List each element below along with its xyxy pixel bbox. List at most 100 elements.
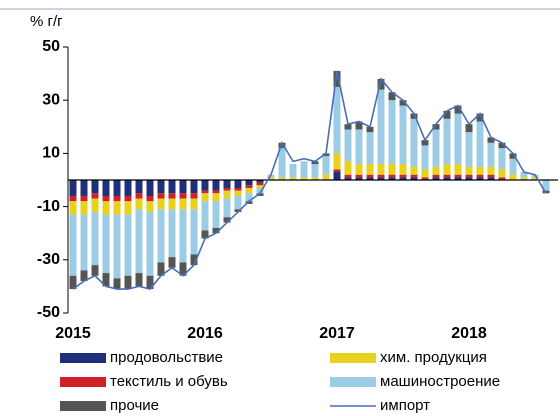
bar-segment bbox=[454, 164, 462, 175]
bar-segment bbox=[443, 164, 451, 175]
legend-label: хим. продукция bbox=[380, 349, 487, 366]
bar-segment bbox=[80, 180, 88, 196]
bar-segment bbox=[454, 113, 462, 165]
bar-segment bbox=[179, 180, 187, 194]
bar-segment bbox=[91, 193, 99, 199]
bar-segment bbox=[377, 174, 385, 178]
bar-segment bbox=[366, 174, 374, 178]
bar-segment bbox=[476, 174, 484, 178]
bar-segment bbox=[355, 164, 363, 175]
bar-segment bbox=[80, 201, 88, 215]
bar-segment bbox=[256, 182, 264, 186]
bar-segment bbox=[311, 164, 319, 178]
bar-segment bbox=[168, 209, 176, 258]
bar-segment bbox=[245, 180, 253, 186]
bar-segment bbox=[135, 273, 143, 287]
bar-segment bbox=[234, 190, 242, 196]
bar-segment bbox=[333, 169, 341, 173]
bar-segment bbox=[333, 153, 341, 170]
bar-segment bbox=[245, 185, 253, 188]
bar-segment bbox=[223, 217, 231, 223]
bar-segment bbox=[113, 278, 121, 290]
bar-segment bbox=[168, 180, 176, 194]
bar-segment bbox=[476, 177, 484, 180]
bar-segment bbox=[344, 177, 352, 180]
bar-segment bbox=[69, 214, 77, 276]
bar-segment bbox=[212, 190, 220, 194]
bar-segment bbox=[432, 177, 440, 180]
legend-label: прочие bbox=[110, 397, 159, 414]
bar-segment bbox=[454, 174, 462, 178]
bar-segment bbox=[201, 193, 209, 202]
bar-segment bbox=[146, 195, 154, 202]
bar-segment bbox=[179, 193, 187, 199]
bar-segment bbox=[388, 92, 396, 101]
bar-segment bbox=[443, 177, 451, 180]
bar-segment bbox=[322, 153, 330, 157]
bar-segment bbox=[201, 190, 209, 194]
bar-segment bbox=[289, 164, 297, 178]
bar-segment bbox=[399, 164, 407, 175]
y-tick-label: -50 bbox=[37, 304, 60, 321]
bar-segment bbox=[355, 121, 363, 130]
bar-segment bbox=[157, 209, 165, 263]
bar-segment bbox=[520, 177, 528, 180]
bar-segment bbox=[102, 201, 110, 215]
bar-segment bbox=[256, 193, 264, 196]
bar-segment bbox=[278, 177, 286, 180]
bar-segment bbox=[421, 145, 429, 170]
bar-segment bbox=[388, 100, 396, 165]
bar-segment bbox=[212, 193, 220, 202]
bar-segment bbox=[223, 187, 231, 191]
bar-segment bbox=[322, 174, 330, 180]
bar-segment bbox=[289, 177, 297, 180]
bar-segment bbox=[421, 140, 429, 146]
import-line bbox=[72, 70, 547, 290]
bar-segment bbox=[498, 177, 506, 180]
bar-segment bbox=[278, 148, 286, 178]
bar-segment bbox=[135, 180, 143, 194]
bar-segment bbox=[443, 110, 451, 119]
bar-segment bbox=[245, 201, 253, 204]
bar-segment bbox=[124, 275, 132, 290]
bar-segment bbox=[509, 158, 517, 175]
bar-segment bbox=[410, 177, 418, 180]
bar-segment bbox=[179, 209, 187, 263]
bar-segment bbox=[344, 129, 352, 162]
bar-segment bbox=[432, 166, 440, 175]
bar-segment bbox=[443, 118, 451, 165]
bar-segment bbox=[454, 105, 462, 114]
bar-segment bbox=[223, 198, 231, 218]
x-tick-label: 2016 bbox=[187, 325, 223, 342]
bar-segment bbox=[91, 180, 99, 194]
y-tick-label: -30 bbox=[37, 251, 60, 268]
bar-segment bbox=[256, 185, 264, 188]
bar-segment bbox=[410, 166, 418, 175]
bar-segment bbox=[102, 273, 110, 287]
bar-segment bbox=[157, 180, 165, 194]
bar-segment bbox=[113, 195, 121, 202]
bar-segment bbox=[465, 132, 473, 167]
y-axis-label: % г/г bbox=[30, 13, 63, 30]
bar-segment bbox=[124, 201, 132, 215]
legend-swatch bbox=[330, 377, 376, 387]
bar-segment bbox=[113, 214, 121, 279]
bar-segment bbox=[498, 142, 506, 149]
bar-segment bbox=[278, 142, 286, 149]
bar-segment bbox=[190, 254, 198, 266]
legend-label: импорт bbox=[380, 397, 430, 414]
bar-segment bbox=[300, 177, 308, 180]
bar-segment bbox=[421, 177, 429, 180]
bar-segment bbox=[399, 105, 407, 165]
bar-segment bbox=[443, 174, 451, 178]
bar-segment bbox=[344, 174, 352, 178]
x-tick-label: 2015 bbox=[55, 325, 91, 342]
bar-segment bbox=[476, 121, 484, 167]
bar-segment bbox=[234, 180, 242, 188]
bar-segment bbox=[410, 113, 418, 119]
bar-segment bbox=[465, 124, 473, 133]
legend-label: текстиль и обувь bbox=[110, 373, 228, 390]
bar-segment bbox=[498, 169, 506, 178]
bar-segment bbox=[300, 161, 308, 178]
bar-segment bbox=[256, 180, 264, 183]
